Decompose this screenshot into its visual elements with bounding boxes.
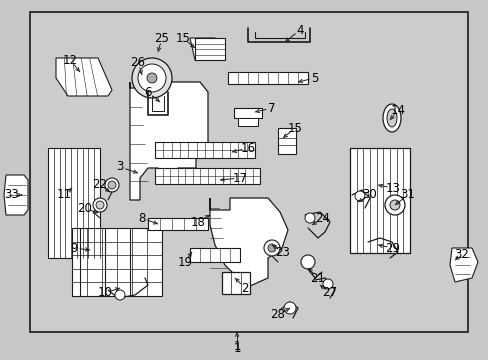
Bar (234, 108, 262, 118)
Circle shape (108, 181, 116, 189)
Circle shape (267, 244, 275, 252)
Bar (227, 72, 307, 84)
Circle shape (138, 64, 165, 92)
Circle shape (105, 178, 119, 192)
Polygon shape (190, 38, 218, 60)
Text: 1: 1 (233, 339, 240, 352)
Text: 21: 21 (310, 271, 325, 284)
Circle shape (323, 279, 332, 289)
Bar (72, 228, 162, 296)
Polygon shape (209, 198, 287, 286)
Text: 3: 3 (116, 161, 123, 174)
Text: 15: 15 (175, 31, 190, 45)
Bar (30, 12, 467, 332)
Circle shape (384, 195, 404, 215)
Text: 28: 28 (270, 309, 285, 321)
Text: 27: 27 (322, 287, 337, 300)
Circle shape (305, 213, 314, 223)
Circle shape (301, 255, 314, 269)
Text: 4: 4 (296, 23, 303, 36)
Bar (278, 128, 295, 154)
Circle shape (284, 302, 295, 314)
Bar (349, 148, 409, 253)
Text: 16: 16 (240, 141, 255, 154)
Text: 14: 14 (390, 104, 405, 117)
Text: 24: 24 (315, 211, 330, 225)
Text: 18: 18 (190, 216, 205, 229)
Text: 11: 11 (57, 189, 71, 202)
Text: 1: 1 (233, 342, 240, 355)
Circle shape (93, 198, 107, 212)
Bar (190, 248, 240, 262)
Circle shape (115, 290, 125, 300)
Ellipse shape (382, 104, 400, 132)
Text: 13: 13 (385, 181, 400, 194)
Circle shape (264, 240, 280, 256)
Text: 9: 9 (70, 242, 78, 255)
Text: 22: 22 (92, 179, 107, 192)
Text: 32: 32 (454, 248, 468, 261)
Polygon shape (4, 175, 28, 215)
Text: 20: 20 (78, 202, 92, 215)
Bar (195, 38, 224, 60)
Circle shape (132, 58, 172, 98)
Circle shape (389, 200, 399, 210)
Text: 17: 17 (232, 171, 247, 184)
Bar (238, 118, 258, 126)
Circle shape (354, 191, 364, 201)
Text: 7: 7 (268, 102, 275, 114)
Text: 25: 25 (154, 31, 169, 45)
Bar (155, 168, 260, 184)
Text: 5: 5 (311, 72, 318, 85)
Text: 29: 29 (385, 242, 400, 255)
Bar (148, 218, 207, 230)
Ellipse shape (386, 109, 396, 127)
Circle shape (96, 201, 104, 209)
Text: 8: 8 (138, 211, 145, 225)
Text: 31: 31 (400, 189, 415, 202)
Text: 6: 6 (144, 85, 151, 99)
Text: 26: 26 (130, 55, 145, 68)
Circle shape (147, 73, 157, 83)
Bar (222, 272, 249, 294)
Polygon shape (56, 58, 112, 96)
Polygon shape (449, 248, 477, 282)
Bar (155, 142, 254, 158)
Text: 10: 10 (98, 287, 112, 300)
Text: 15: 15 (287, 122, 302, 135)
Bar (48, 148, 100, 258)
Text: 23: 23 (275, 246, 290, 258)
Text: 12: 12 (62, 54, 77, 67)
Polygon shape (130, 82, 207, 200)
Text: 19: 19 (177, 256, 192, 269)
Text: 2: 2 (241, 282, 248, 294)
Text: 33: 33 (4, 189, 20, 202)
Text: 30: 30 (362, 189, 377, 202)
